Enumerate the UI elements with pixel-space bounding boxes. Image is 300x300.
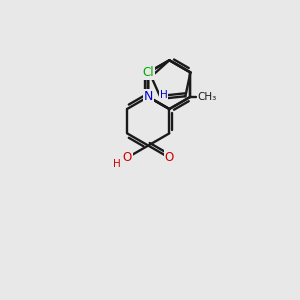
Text: O: O [122, 151, 132, 164]
Text: CH₃: CH₃ [198, 92, 217, 102]
Text: H: H [160, 90, 167, 100]
Text: H: H [113, 159, 121, 169]
Text: Cl: Cl [142, 66, 154, 79]
Text: N: N [143, 90, 153, 103]
Text: O: O [165, 151, 174, 164]
